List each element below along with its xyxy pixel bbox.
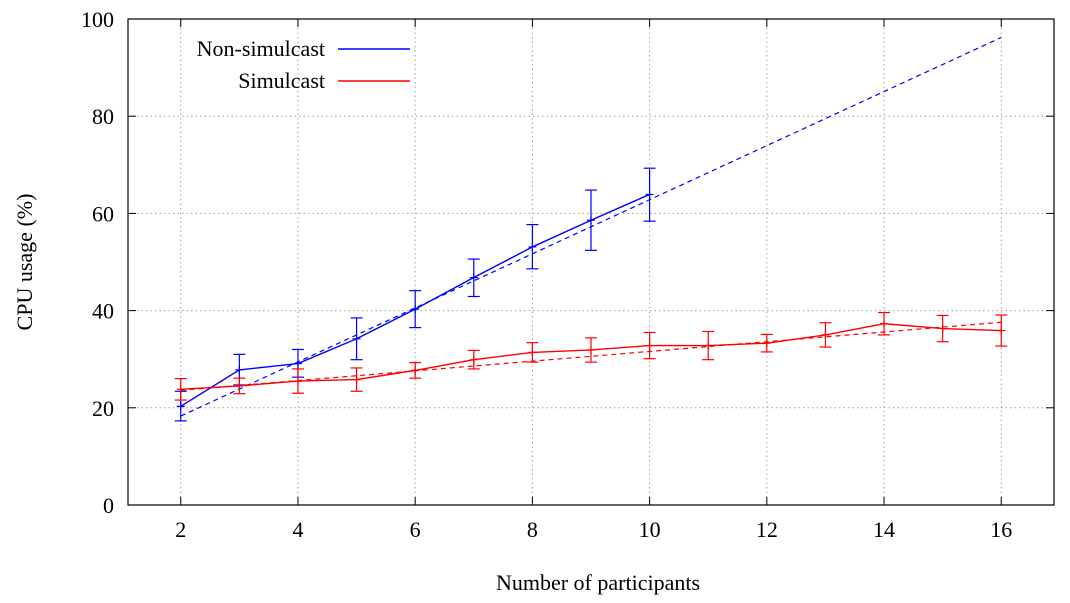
data-point	[176, 402, 185, 411]
data-point	[469, 355, 478, 364]
data-point	[821, 330, 830, 339]
series-non-simulcast	[174, 36, 1002, 422]
legend-label-simulcast: Simulcast	[238, 68, 325, 93]
grid	[128, 19, 1054, 505]
ticks: 2 4 6 8 10 12 14 16 0 20 40 60 80 100	[81, 7, 1054, 542]
x-tick-label: 4	[292, 517, 303, 542]
x-tick-label: 8	[527, 517, 538, 542]
y-tick-label: 20	[92, 396, 114, 421]
x-axis-label: Number of participants	[496, 570, 700, 595]
y-axis-label: CPU usage (%)	[12, 194, 37, 331]
axes	[127, 18, 1055, 506]
data-point	[176, 385, 185, 394]
y-tick-label: 100	[81, 7, 114, 32]
x-tick-label: 16	[990, 517, 1012, 542]
legend: Non-simulcast Simulcast	[197, 36, 410, 93]
y-tick-label: 80	[92, 104, 114, 129]
data-point	[645, 190, 654, 199]
data-point	[411, 366, 420, 375]
data-point	[293, 377, 302, 386]
plot-frame	[127, 18, 1055, 506]
x-tick-label: 14	[873, 517, 895, 542]
data-point	[938, 324, 947, 333]
data-point	[528, 242, 537, 251]
data-point	[880, 319, 889, 328]
data-point	[997, 326, 1006, 335]
data-point	[293, 359, 302, 368]
series-simulcast	[174, 311, 1008, 401]
y-tick-label: 40	[92, 299, 114, 324]
x-tick-label: 10	[639, 517, 661, 542]
plot-area	[174, 36, 1008, 422]
data-point	[704, 341, 713, 350]
data-point	[528, 348, 537, 357]
data-point	[235, 381, 244, 390]
x-tick-label: 12	[756, 517, 778, 542]
data-point	[645, 341, 654, 350]
x-tick-label: 2	[175, 517, 186, 542]
data-point	[411, 305, 420, 314]
fit-line-simulcast	[180, 321, 1002, 391]
data-point	[762, 339, 771, 348]
data-point	[352, 334, 361, 343]
data-point	[235, 365, 244, 374]
data-point	[352, 375, 361, 384]
data-point	[587, 216, 595, 225]
y-tick-label: 0	[103, 493, 114, 518]
data-point	[587, 345, 595, 354]
data-point	[469, 273, 478, 282]
legend-label-non-simulcast: Non-simulcast	[197, 36, 325, 61]
x-tick-label: 6	[410, 517, 421, 542]
y-tick-label: 60	[92, 201, 114, 226]
